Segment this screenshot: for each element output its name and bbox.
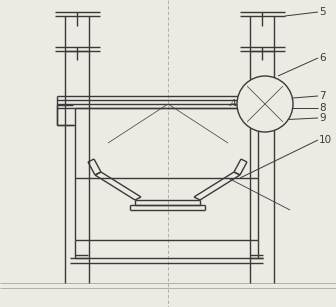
Text: 6: 6 xyxy=(319,53,326,63)
Text: 8: 8 xyxy=(319,103,326,113)
Text: 9: 9 xyxy=(319,113,326,123)
Text: 7: 7 xyxy=(319,91,326,101)
Circle shape xyxy=(237,76,293,132)
Text: A: A xyxy=(229,99,237,108)
Text: 10: 10 xyxy=(319,135,332,145)
Text: 5: 5 xyxy=(319,7,326,17)
